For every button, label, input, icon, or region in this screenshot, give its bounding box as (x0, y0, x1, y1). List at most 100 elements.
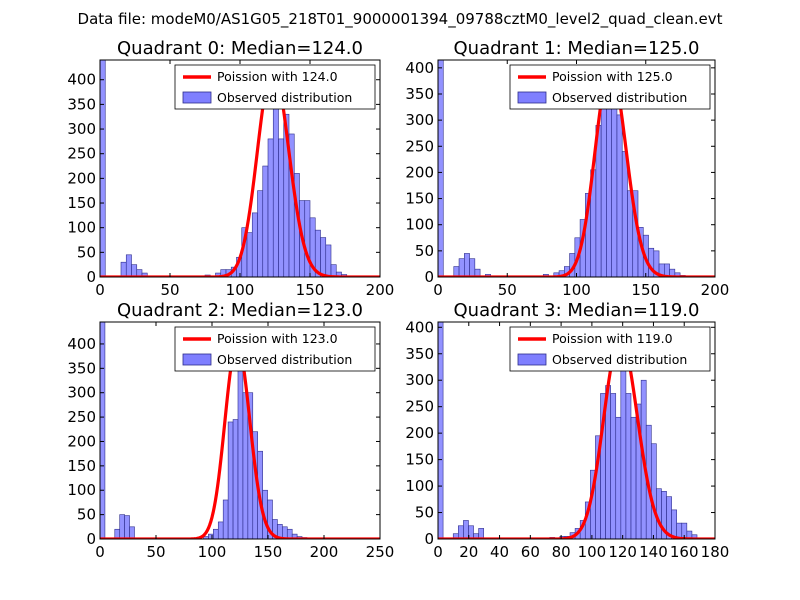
histogram-bar (227, 421, 234, 539)
histogram-bar (237, 343, 244, 539)
x-tick-label: 0 (95, 543, 105, 561)
y-tick-label: 400 (405, 59, 434, 77)
axes-frame (99, 321, 381, 540)
legend-bar-swatch (517, 353, 547, 366)
x-tick-label: 150 (631, 281, 660, 299)
y-tick-label: 400 (67, 71, 96, 89)
subplot-title: Quadrant 1: Median=125.0 (454, 38, 700, 59)
legend-bar-swatch (182, 91, 212, 104)
x-tick-label: 100 (578, 543, 607, 561)
x-tick-label: 120 (608, 543, 637, 561)
y-tick-label: 250 (67, 408, 96, 426)
legend-bar-swatch (517, 91, 547, 104)
y-tick-label: 100 (67, 481, 96, 499)
histogram-bar (691, 534, 698, 539)
subplot-title: Quadrant 2: Median=123.0 (117, 300, 363, 321)
x-tick-label: 0 (95, 281, 105, 299)
histogram-bar (262, 165, 269, 277)
y-tick-label: 300 (67, 120, 96, 138)
y-tick-label: 400 (405, 318, 434, 336)
legend-label-poisson: Poission with 123.0 (217, 331, 338, 346)
y-tick-label: 300 (67, 384, 96, 402)
histogram-bar (458, 258, 465, 277)
histogram-bar (125, 254, 132, 277)
axes-frame (437, 321, 716, 540)
histogram-bar (257, 190, 264, 277)
histogram-bar (600, 98, 607, 277)
histogram-bar (246, 232, 253, 277)
legend-label-observed: Observed distribution (217, 90, 352, 105)
histogram-bar (242, 392, 249, 539)
y-tick-label: 400 (67, 335, 96, 353)
y-tick-label: 150 (405, 190, 434, 208)
x-tick-label: 160 (670, 543, 699, 561)
y-tick-label: 250 (405, 398, 434, 416)
legend-label-observed: Observed distribution (552, 90, 687, 105)
x-tick-label: 200 (310, 543, 339, 561)
x-tick-label: 150 (296, 281, 325, 299)
histogram-bar (251, 212, 258, 277)
histogram-bar (610, 393, 617, 539)
legend-label-observed: Observed distribution (552, 352, 687, 367)
histogram-bar (129, 526, 135, 539)
legend-bar-swatch (182, 353, 212, 366)
x-tick-label: 100 (226, 281, 255, 299)
histogram-bar (100, 60, 106, 277)
legend-label-poisson: Poission with 124.0 (217, 69, 338, 84)
histogram-bar (438, 322, 444, 539)
y-tick-label: 150 (67, 457, 96, 475)
x-tick-label: 200 (366, 281, 395, 299)
histogram-bar (124, 515, 130, 539)
histogram-bar (625, 393, 632, 539)
quadrant-2-panel: 0 50 100 150 200 250 0 50 100 150 200 250 300 350 400 Q… (67, 300, 394, 561)
histogram-bar (217, 521, 224, 539)
histogram-bar (650, 443, 657, 539)
subplot-title: Quadrant 0: Median=124.0 (117, 38, 363, 59)
histogram-bar (267, 138, 274, 277)
histogram-bar (458, 525, 464, 539)
legend-label-observed: Observed distribution (217, 352, 352, 367)
histogram-bar (304, 200, 311, 277)
histogram-bar (616, 114, 623, 277)
x-tick-label: 200 (701, 281, 730, 299)
x-tick-label: 150 (254, 543, 283, 561)
legend: Poission with 123.0 Observed distribution (174, 326, 376, 372)
y-tick-label: 200 (405, 424, 434, 442)
histogram-bar (208, 533, 214, 539)
histogram-bar (469, 258, 476, 277)
y-tick-label: 0 (86, 530, 96, 548)
histogram-bar (278, 138, 285, 277)
y-tick-label: 150 (67, 194, 96, 212)
legend: Poission with 119.0 Observed distribution (509, 326, 711, 372)
histogram-bar (468, 525, 474, 539)
y-tick-label: 50 (415, 242, 434, 260)
x-tick-label: 60 (521, 543, 540, 561)
x-tick-label: 40 (490, 543, 509, 561)
quadrant-1-panel: 0 50 100 150 200 0 50 100 150 200 250 300 350 400 Quad… (405, 38, 729, 299)
histogram-bar (621, 151, 628, 277)
figure-title: Data file: modeM0/AS1G05_218T01_90000013… (78, 10, 723, 29)
y-tick-label: 350 (405, 85, 434, 103)
y-tick-label: 0 (424, 268, 434, 286)
y-tick-label: 150 (405, 451, 434, 469)
x-tick-label: 180 (701, 543, 730, 561)
y-tick-label: 200 (405, 163, 434, 181)
y-tick-label: 0 (424, 530, 434, 548)
histogram-bar (615, 416, 622, 539)
subplot-title: Quadrant 3: Median=119.0 (454, 300, 700, 321)
histogram-bar (464, 253, 470, 277)
quadrant-0-panel: 0 50 100 150 200 0 50 100 150 200 250 300 350 400 Quad… (67, 38, 394, 299)
y-tick-label: 350 (67, 359, 96, 377)
histogram-bar (611, 96, 618, 277)
y-tick-label: 100 (67, 219, 96, 237)
histogram-bar (100, 322, 106, 539)
histogram-bar (222, 499, 229, 539)
x-tick-label: 100 (198, 543, 227, 561)
legend: Poission with 124.0 Observed distribution (174, 64, 376, 110)
legend: Poission with 125.0 Observed distribution (509, 64, 711, 110)
y-tick-label: 50 (415, 504, 434, 522)
x-tick-label: 50 (160, 281, 179, 299)
x-tick-label: 140 (639, 543, 668, 561)
histogram-bar (671, 509, 677, 539)
